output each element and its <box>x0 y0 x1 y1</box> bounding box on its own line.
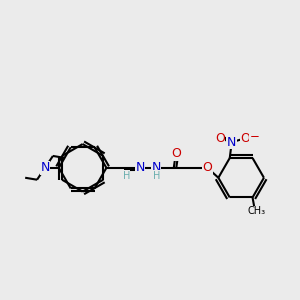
Text: N: N <box>135 161 145 174</box>
Text: N: N <box>40 161 50 174</box>
Text: H: H <box>122 171 130 181</box>
Text: H: H <box>153 171 161 181</box>
Text: O: O <box>171 148 181 160</box>
Text: −: − <box>250 130 260 143</box>
Text: N: N <box>151 161 160 174</box>
Text: O: O <box>215 132 225 145</box>
Text: N: N <box>227 136 236 149</box>
Text: O: O <box>241 132 250 145</box>
Text: O: O <box>202 161 212 174</box>
Text: O: O <box>202 161 212 174</box>
Text: CH₃: CH₃ <box>248 206 266 216</box>
